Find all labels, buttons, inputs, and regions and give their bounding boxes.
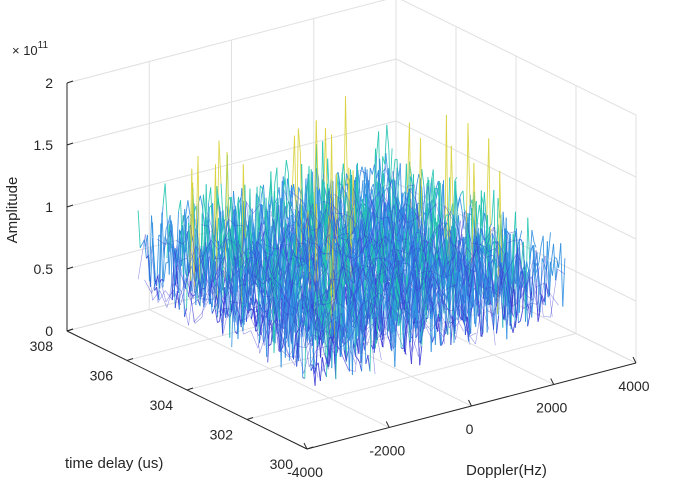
mesh-segment — [175, 291, 177, 308]
mesh-cross-segment — [550, 269, 557, 317]
y-axis-label: time delay (us) — [65, 455, 163, 472]
z-tick-label: 1 — [45, 199, 53, 215]
mesh-segment — [186, 200, 188, 215]
mesh-segment — [497, 316, 499, 334]
mesh-segment — [217, 321, 219, 322]
mesh-segment — [162, 213, 164, 258]
mesh-segment — [286, 160, 288, 173]
y-tick-label: 302 — [210, 427, 234, 443]
mesh-cross-segment — [195, 317, 202, 323]
x-axis-label: Doppler(Hz) — [466, 462, 547, 479]
x-tick-label: 4000 — [618, 378, 649, 394]
x-tick-label: -2000 — [369, 443, 405, 459]
mesh-segment — [165, 183, 167, 218]
z-tick-label: 2 — [45, 75, 53, 91]
mesh-segment — [468, 123, 470, 206]
mesh-segment — [532, 230, 534, 242]
mesh-segment — [366, 355, 368, 364]
mesh-segment — [388, 336, 390, 342]
y-tick-label: 304 — [150, 397, 174, 413]
y-tick-label: 308 — [30, 338, 54, 354]
mesh-segment — [528, 218, 530, 265]
mesh-segment — [460, 198, 462, 210]
mesh-cross-segment — [201, 301, 208, 314]
mesh-segment — [385, 188, 387, 191]
mesh-segment — [203, 195, 205, 215]
mesh-segment — [422, 169, 424, 186]
mesh-segment — [292, 136, 294, 188]
mesh-cross-segment — [543, 316, 550, 317]
mesh-cross-segment — [251, 331, 258, 348]
mesh-segment — [417, 174, 419, 185]
x-tick-label: 2000 — [536, 400, 567, 416]
mesh-segment — [528, 315, 530, 326]
mesh-segment — [188, 200, 190, 215]
mesh-segment — [370, 168, 372, 174]
mesh-segment — [372, 165, 374, 175]
x-tick-label: 0 — [466, 421, 474, 437]
mesh-segment — [520, 231, 522, 240]
mesh-segment — [548, 232, 550, 255]
z-exponent-label: × 1011 — [12, 40, 48, 58]
z-tick-label: 1.5 — [34, 137, 54, 153]
z-tick-label: 0 — [45, 323, 53, 339]
mesh-segment — [520, 311, 522, 321]
z-tick-label: 0.5 — [34, 261, 54, 277]
mesh-segment — [200, 196, 202, 207]
mesh-segment — [163, 183, 165, 206]
mesh-segment — [298, 128, 300, 152]
mesh-segment — [387, 125, 389, 151]
mesh-cross-segment — [181, 291, 188, 325]
mesh-segment — [477, 205, 479, 223]
mesh-segment — [487, 138, 489, 223]
mesh-segment — [138, 210, 140, 247]
mesh-segment — [362, 167, 364, 175]
x-tick-label: -4000 — [287, 464, 323, 480]
mesh-segment — [561, 243, 563, 306]
mesh-cross-segment — [194, 314, 201, 322]
z-axis-label: Amplitude — [4, 177, 21, 244]
y-tick-label: 306 — [90, 368, 114, 384]
mesh-cross-segment — [244, 331, 251, 335]
mesh-cross-segment — [138, 234, 145, 279]
mesh-segment — [212, 308, 214, 313]
mesh-segment — [219, 141, 221, 184]
amplitude-mesh — [138, 96, 565, 386]
mesh-segment — [318, 363, 320, 381]
mesh-segment — [551, 244, 553, 261]
mesh-segment — [358, 359, 360, 363]
